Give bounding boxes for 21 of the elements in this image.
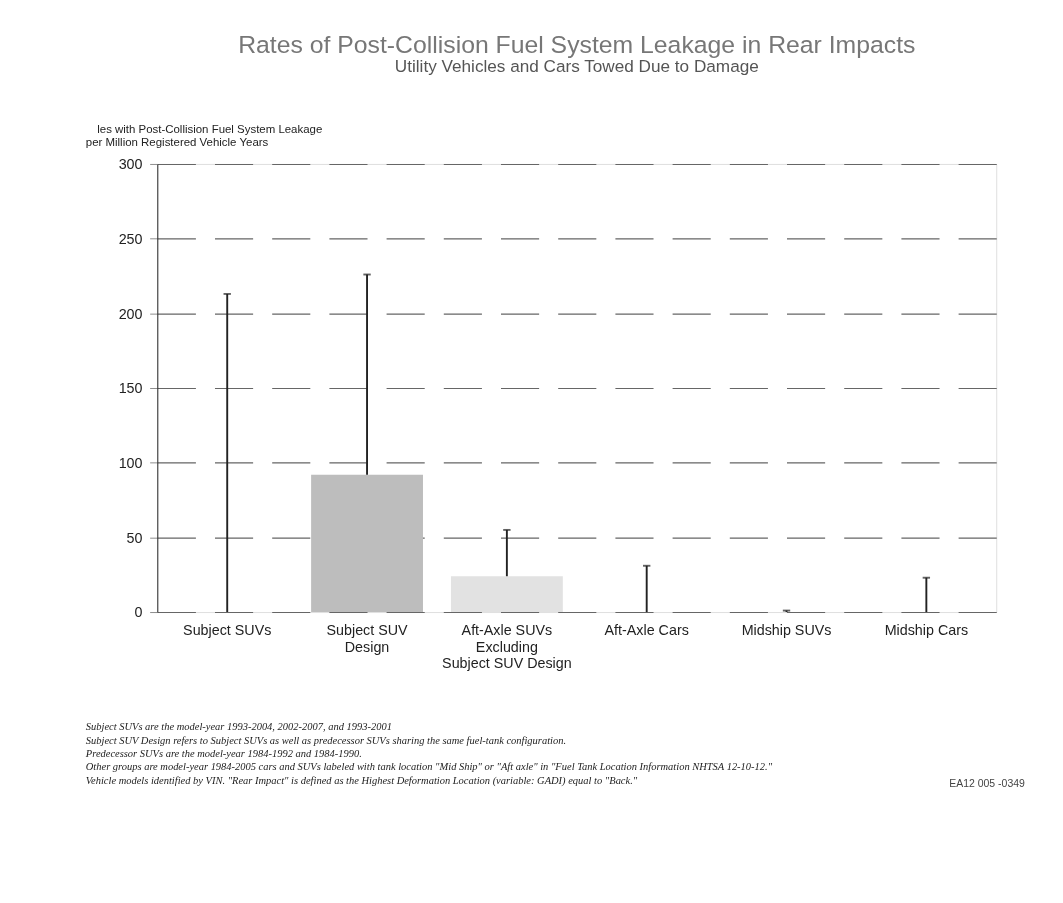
x-tick-label: Aft-Axle Cars — [604, 622, 689, 639]
y-tick-label: 200 — [118, 305, 143, 322]
x-tick-label: Midship SUVs — [741, 622, 832, 639]
y-tick-label: 0 — [134, 604, 143, 621]
chart-title: Rates of Post-Collision Fuel System Leakage in Rear Impacts — [238, 31, 916, 59]
y-tick-label: 50 — [126, 529, 143, 546]
x-tick-label: Subject SUV Design — [326, 622, 409, 655]
x-tick-label: Subject SUVs — [183, 622, 272, 639]
x-tick-label: Midship Cars — [884, 622, 969, 639]
y-tick-label: 250 — [118, 230, 143, 247]
y-tick-label: 100 — [118, 454, 143, 471]
y-axis-title: les with Post-Collision Fuel System Leakage per Million Registered Vehicle Years — [85, 122, 323, 148]
text: Subject SUV Design refers to Subject SUVs as well as predecessor SUVs sharing the same fuel-tank configuration. — [85, 734, 567, 746]
x-tick-label: Aft-Axle SUVs Excluding Subject SUV Design — [442, 622, 572, 671]
text: EA12 005 -0349 — [949, 778, 1026, 790]
y-tick-label: 300 — [118, 156, 143, 173]
text: Vehicle models identified by VIN. "Rear Impact" is defined as the Highest Deformation Location (variable: GADI) equal to "Back." — [85, 774, 638, 787]
text: Subject SUVs are the model-year 1993-2004, 2002-2007, and 1993-2001 — [85, 721, 392, 733]
text: Other groups are model-year 1984-2005 cars and SUVs labeled with tank location "Mid Ship" or "Aft axle" in "Fuel Tank Location Information NHTSA 12-10-12." — [85, 761, 773, 773]
text: Predecessor SUVs are the model-year 1984-1992 and 1984-1990. — [84, 747, 362, 759]
y-tick-label: 150 — [118, 380, 143, 397]
